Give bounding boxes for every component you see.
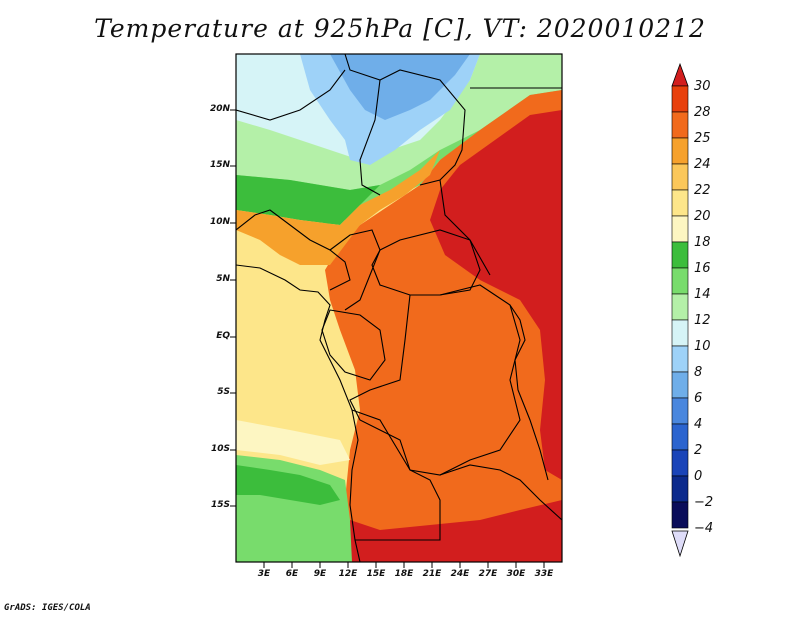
field-north-blue2 [330, 54, 470, 120]
colorbar-swatch [671, 215, 689, 243]
lon-label: 21E [422, 569, 442, 579]
colorbar-swatch [671, 267, 689, 295]
border-chad-sudan [439, 179, 491, 276]
colorbar-swatch [671, 293, 689, 321]
colorbar-label: 22 [694, 183, 711, 198]
lat-label: 15S [210, 500, 230, 510]
colorbar-swatch [671, 319, 689, 347]
lon-label: 33E [534, 569, 554, 579]
colorbar-label: 24 [694, 157, 711, 172]
border-niger-chad [359, 79, 381, 196]
field-red-south [350, 500, 562, 562]
colorbar-swatch [671, 163, 689, 191]
colorbar-swatch [671, 423, 689, 451]
colorbar-label: 18 [694, 235, 711, 250]
colorbar-swatch [671, 475, 689, 503]
field-sw-darkgreen [236, 465, 340, 505]
border-angola [351, 409, 441, 541]
lon-label: 27E [478, 569, 498, 579]
colorbar-swatch [671, 345, 689, 373]
lon-label: 9E [313, 569, 327, 579]
field-sw-paleyellow [236, 420, 350, 465]
colorbar-label: 0 [694, 469, 703, 484]
lat-label: 5S [217, 387, 230, 397]
colorbar-swatch [671, 111, 689, 139]
lon-label: 30E [506, 569, 526, 579]
colorbar-label: 25 [694, 131, 711, 146]
lon-label: 6E [285, 569, 299, 579]
country-borders [236, 54, 562, 562]
colorbar-swatch [671, 189, 689, 217]
colorbar-label: 14 [694, 287, 711, 302]
colorbar-label: 10 [694, 339, 711, 354]
lat-label: 15N [209, 160, 230, 170]
colorbar-label: 28 [694, 105, 711, 120]
colorbar-swatch [671, 241, 689, 269]
colorbar-label: −4 [694, 521, 714, 536]
colorbar-label: 20 [694, 209, 711, 224]
border-zambia [439, 464, 562, 521]
coastline [236, 264, 361, 562]
lat-label: 20N [209, 104, 230, 114]
lon-label: 12E [338, 569, 358, 579]
colorbar-overflow-bottom [671, 530, 689, 558]
lat-label: EQ [216, 331, 230, 341]
colorbar-swatch [671, 371, 689, 399]
lon-label: 18E [394, 569, 414, 579]
lat-label: 10N [209, 217, 230, 227]
border-east-lakes [509, 304, 549, 481]
map-title: Temperature at 925hPa [C], VT: 202001021… [94, 14, 706, 43]
field-red-hot [430, 110, 562, 480]
border-congo-gabon [321, 309, 386, 381]
colorbar-swatch [671, 85, 689, 113]
colorbar-label: −2 [694, 495, 714, 510]
lon-label: 15E [366, 569, 386, 579]
colorbar-swatch [671, 449, 689, 477]
border-nigeria-cameroon [329, 229, 381, 311]
colorbar-overflow-top [671, 62, 689, 87]
field-north-green-band [236, 175, 380, 225]
axis-ticks [230, 109, 545, 568]
colorbar-swatch [671, 501, 689, 529]
colorbar-label: 6 [694, 391, 703, 406]
colorbar-label: 12 [694, 313, 711, 328]
colorbar-label: 8 [694, 365, 703, 380]
lat-label: 5N [216, 274, 230, 284]
colorbar [671, 62, 689, 558]
colorbar-swatch [671, 137, 689, 165]
lon-label: 24E [450, 569, 470, 579]
map-frame [235, 53, 563, 563]
colorbar-label: 4 [694, 417, 703, 432]
border-car [371, 229, 481, 296]
grads-credit: GrADS: IGES/COLA [4, 603, 91, 613]
border-sahara-1 [344, 54, 466, 186]
colorbar-label: 2 [694, 443, 703, 458]
colorbar-swatch [671, 397, 689, 425]
border-sahara-2 [236, 69, 346, 121]
colorbar-label: 16 [694, 261, 711, 276]
colorbar-label: 30 [694, 79, 711, 94]
temperature-field [236, 54, 562, 562]
field-yellow-orange-north [236, 150, 440, 265]
lon-label: 3E [257, 569, 271, 579]
border-west-africa [236, 209, 351, 291]
lat-label: 10S [210, 444, 230, 454]
